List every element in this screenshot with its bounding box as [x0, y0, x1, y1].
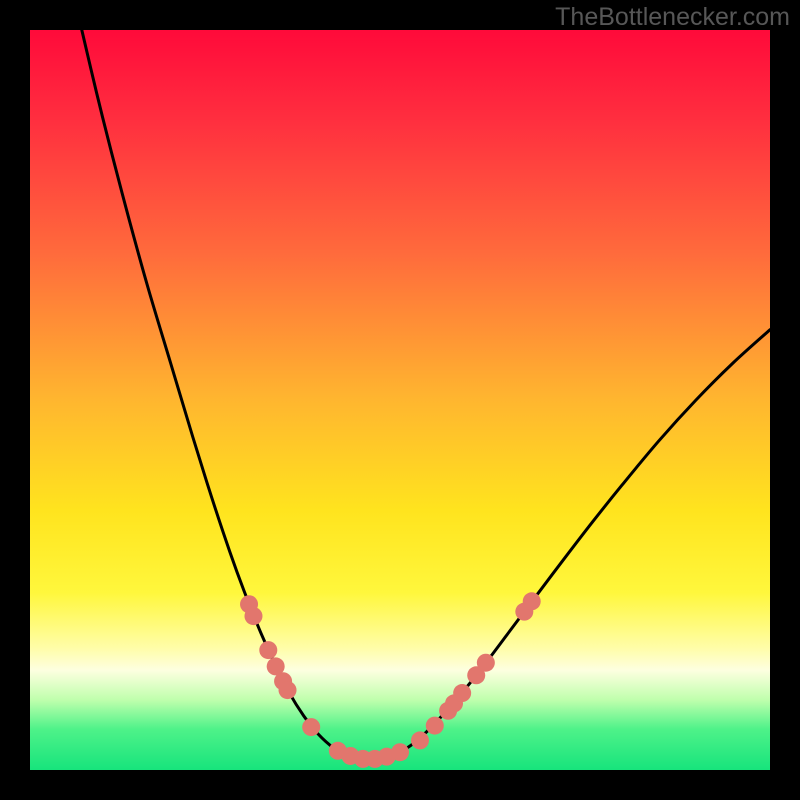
plot-area — [30, 30, 770, 770]
data-marker — [259, 641, 277, 659]
data-marker — [477, 654, 495, 672]
gradient-background — [30, 30, 770, 770]
data-marker — [426, 717, 444, 735]
data-marker — [523, 592, 541, 610]
data-marker — [279, 681, 297, 699]
data-marker — [391, 743, 409, 761]
data-marker — [411, 731, 429, 749]
watermark-text: TheBottlenecker.com — [555, 3, 790, 32]
chart-stage: TheBottlenecker.com — [0, 0, 800, 800]
data-marker — [244, 607, 262, 625]
data-marker — [453, 684, 471, 702]
data-marker — [302, 718, 320, 736]
plot-svg — [30, 30, 770, 770]
